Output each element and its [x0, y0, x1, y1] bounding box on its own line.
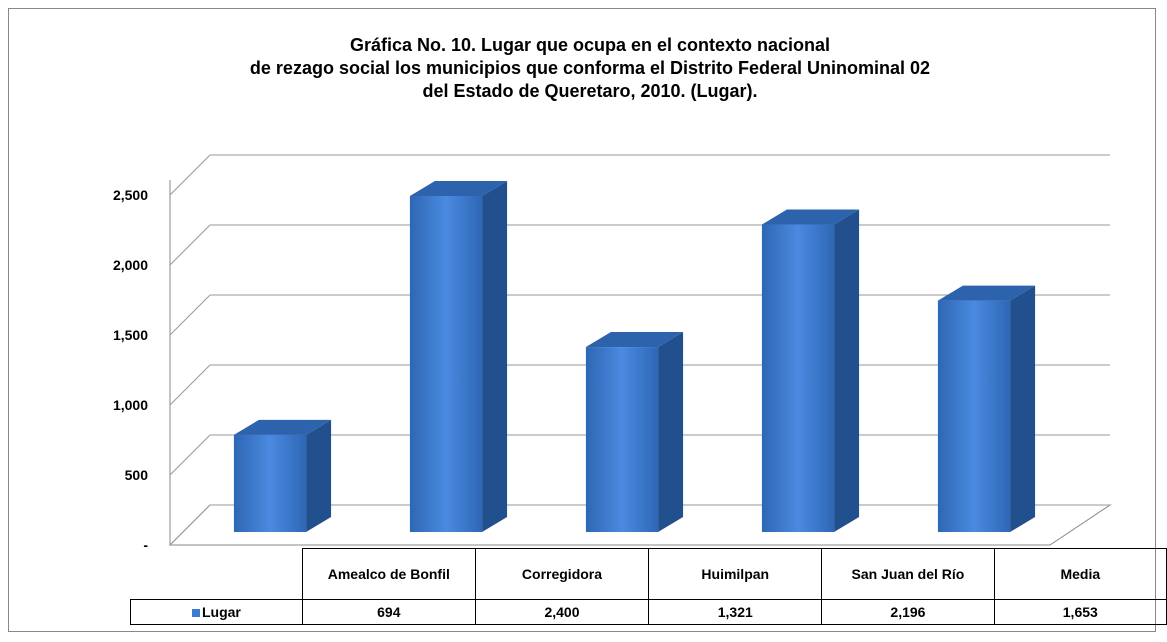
value-label: 2,400: [474, 599, 650, 625]
legend-label: Lugar: [201, 604, 241, 620]
chart-subtitle: de rezago social los municipios que conf…: [250, 58, 930, 78]
grid-line: [169, 504, 211, 546]
bar: [585, 332, 684, 532]
category-label: San Juan del Río: [821, 548, 995, 600]
y-tick-label: 2,500: [113, 187, 148, 203]
bar-top: [585, 332, 684, 348]
bar: [233, 419, 332, 532]
bar-side: [658, 332, 684, 532]
category-row: Amealco de Bonfil Corregidora Huimilpan San…: [130, 548, 1167, 600]
data-table: Amealco de Bonfil Corregidora Huimilpan San…: [130, 548, 1167, 625]
value-label: 2,196: [821, 599, 995, 625]
legend-swatch: [191, 609, 200, 617]
y-tick-label: 2,000: [113, 257, 148, 273]
bar: [409, 181, 508, 532]
bar: [761, 209, 860, 532]
bar-side: [306, 419, 332, 532]
chart-subtitle: del Estado de Queretaro, 2010. (Lugar).: [422, 81, 757, 101]
chart-frame: [8, 8, 1156, 632]
bar-top: [409, 181, 508, 196]
value-label: 1,321: [648, 599, 823, 625]
bar-side: [834, 209, 860, 532]
legend-cell: Lugar: [130, 599, 303, 625]
bar-front: [233, 434, 307, 532]
grid-line: [169, 294, 211, 336]
category-label: Amealco de Bonfil: [301, 548, 476, 600]
chart-title: Gráfica No. 10. Lugar que ocupa en el co…: [350, 35, 830, 55]
value-label: 1,653: [993, 599, 1167, 625]
value-label: 694: [301, 599, 476, 625]
bar-top: [233, 419, 332, 435]
grid-line: [169, 154, 211, 196]
bar-front: [937, 300, 1011, 532]
bar-side: [1010, 285, 1036, 532]
grid-line: [169, 364, 211, 406]
bar-top: [761, 209, 860, 225]
y-tick-label: 1,000: [113, 397, 148, 413]
bar-front: [585, 347, 659, 532]
category-label: Media: [993, 548, 1167, 600]
bar-front: [761, 224, 835, 532]
grid-line: [169, 434, 211, 476]
bar-front: [409, 196, 483, 532]
y-tick-label: 500: [125, 467, 149, 483]
grid-line: [169, 224, 211, 266]
bar: [937, 285, 1036, 532]
value-row: Lugar 694 2,400 1,321 2,196 1,653: [130, 599, 1167, 625]
bar-top: [937, 285, 1036, 301]
y-tick-label: 1,500: [113, 327, 148, 343]
category-label: Corregidora: [474, 548, 650, 600]
y-tick-label: -: [143, 537, 148, 553]
blank-cell: [130, 548, 303, 600]
category-label: Huimilpan: [648, 548, 823, 600]
bar-side: [482, 181, 508, 532]
